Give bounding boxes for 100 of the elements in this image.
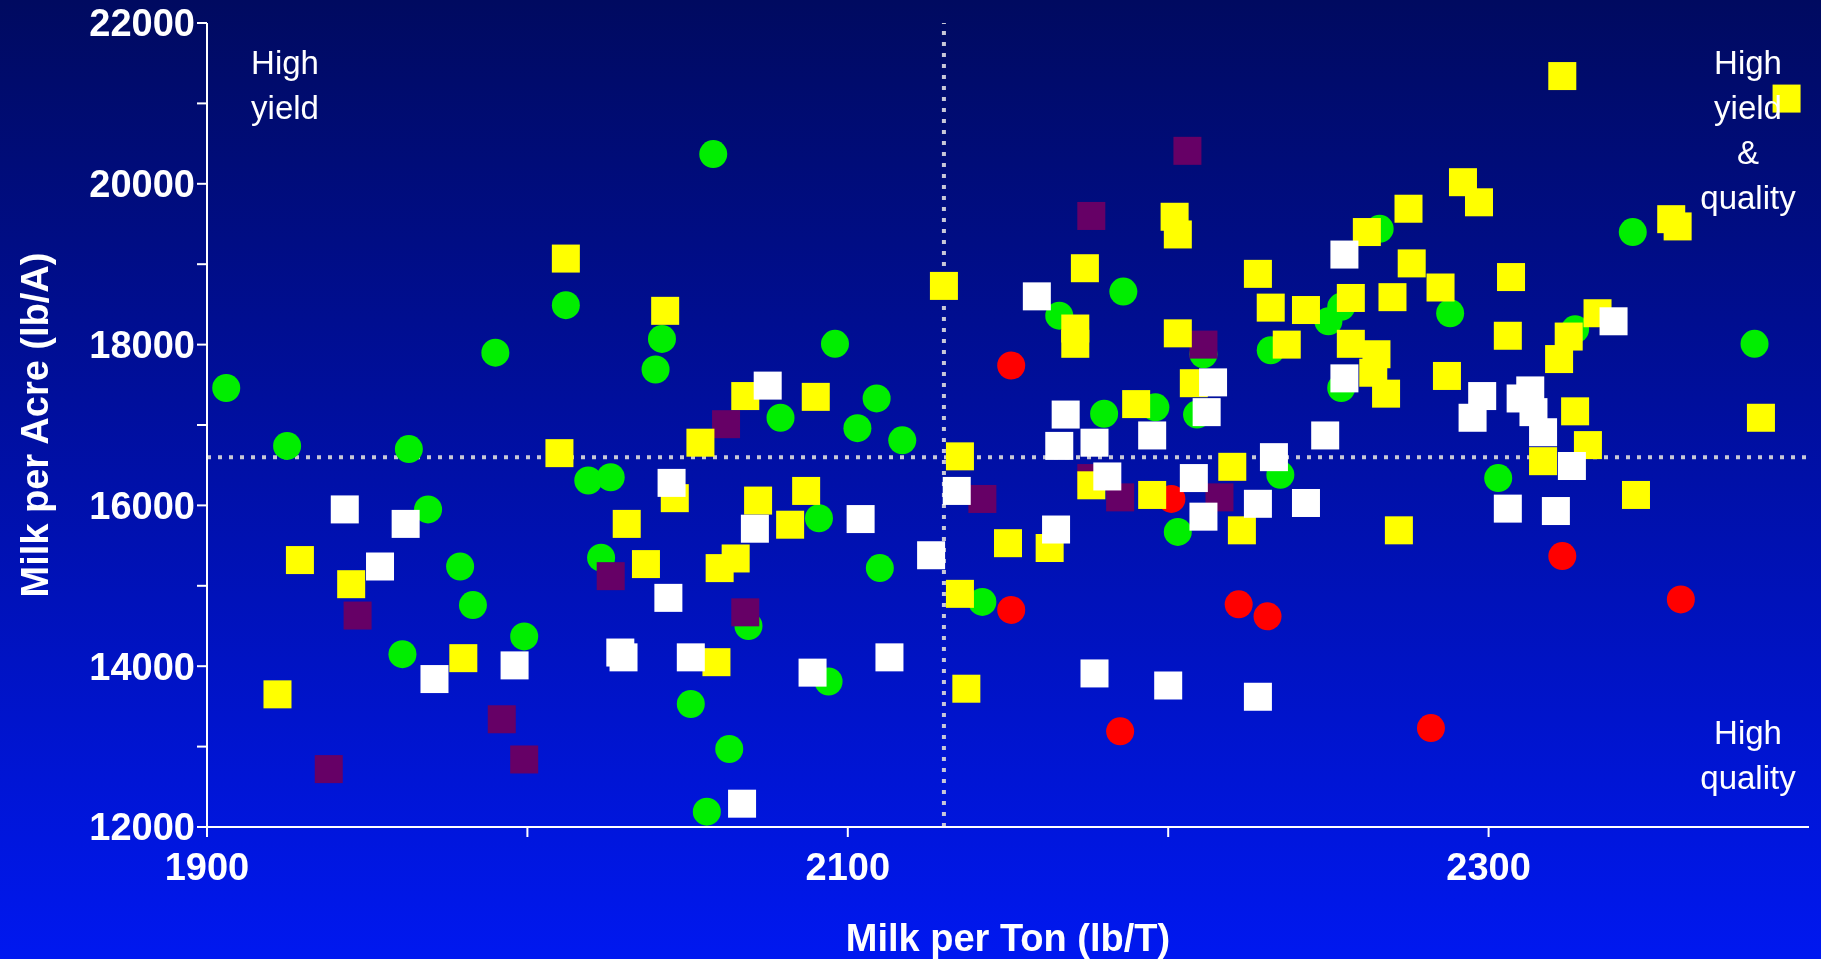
point	[391, 509, 420, 538]
point	[731, 598, 760, 627]
point	[1436, 299, 1465, 328]
point	[510, 745, 539, 774]
point	[843, 414, 872, 443]
point	[1179, 464, 1208, 493]
point	[997, 351, 1026, 380]
y-axis-title: Milk per Acre (lb/A)	[14, 252, 57, 598]
point	[551, 291, 580, 320]
y-tick-label: 22000	[89, 2, 195, 45]
point	[766, 403, 795, 432]
point	[820, 329, 849, 358]
y-tick-label: 16000	[89, 484, 195, 527]
point	[1541, 497, 1570, 526]
point	[968, 484, 997, 513]
point	[1189, 330, 1218, 359]
point	[1330, 240, 1359, 269]
point	[657, 468, 686, 497]
point	[865, 554, 894, 583]
point	[692, 797, 721, 826]
point	[420, 665, 449, 694]
point	[330, 495, 359, 524]
point	[1330, 364, 1359, 393]
point	[654, 583, 683, 612]
point	[641, 355, 670, 384]
point	[1468, 382, 1497, 411]
point	[1138, 421, 1167, 450]
x-axis-title: Milk per Ton (lb/T)	[845, 917, 1171, 959]
point	[1599, 307, 1628, 336]
point	[1493, 494, 1522, 523]
point	[1311, 421, 1340, 450]
point	[728, 789, 757, 818]
point	[1090, 399, 1119, 428]
point	[487, 705, 516, 734]
point	[1093, 462, 1122, 491]
point	[414, 495, 443, 524]
point	[446, 552, 475, 581]
annotation: High yield & quality	[1700, 43, 1796, 218]
point	[212, 374, 241, 403]
point	[574, 466, 603, 495]
point	[1080, 428, 1109, 457]
point	[1416, 714, 1445, 743]
point	[1192, 398, 1221, 427]
point	[1243, 682, 1272, 711]
point	[596, 463, 625, 492]
point	[1253, 602, 1282, 631]
point	[1106, 717, 1135, 746]
point	[917, 541, 946, 570]
point	[366, 552, 395, 581]
point	[1484, 464, 1513, 493]
x-tick-label: 2100	[805, 845, 891, 888]
point	[715, 735, 744, 764]
point	[1189, 502, 1218, 531]
point	[314, 755, 343, 784]
point	[804, 504, 833, 533]
annotation: High yield	[250, 43, 320, 128]
point	[510, 622, 539, 651]
point	[1077, 201, 1106, 230]
point	[1259, 443, 1288, 472]
point	[388, 640, 417, 669]
point	[1740, 329, 1769, 358]
annotation: High quality	[1699, 713, 1797, 798]
point	[1080, 659, 1109, 688]
point	[1291, 488, 1320, 517]
point	[500, 651, 529, 680]
point	[676, 643, 705, 672]
point	[1618, 218, 1647, 247]
point	[888, 426, 917, 455]
point	[862, 384, 891, 413]
point	[753, 371, 782, 400]
point	[596, 562, 625, 591]
point	[394, 435, 423, 464]
y-tick-label: 18000	[89, 324, 195, 367]
x-tick-label: 2300	[1446, 845, 1531, 888]
point	[846, 505, 875, 534]
y-tick-label: 14000	[89, 645, 195, 688]
point	[1154, 671, 1183, 700]
point	[1163, 517, 1192, 546]
point	[458, 591, 487, 620]
y-tick-label: 20000	[89, 163, 195, 206]
point	[875, 643, 904, 672]
point	[1051, 400, 1080, 429]
point	[942, 476, 971, 505]
point	[798, 658, 827, 687]
point	[1224, 590, 1253, 619]
point	[273, 431, 302, 460]
point	[699, 140, 728, 169]
point	[712, 410, 741, 439]
point	[647, 324, 676, 353]
point	[1109, 277, 1138, 306]
point	[997, 595, 1026, 624]
point	[1042, 515, 1071, 544]
point	[740, 514, 769, 543]
point	[676, 689, 705, 718]
point	[1045, 431, 1074, 460]
point	[1529, 418, 1558, 447]
point	[1022, 282, 1051, 311]
point	[609, 643, 638, 672]
point	[1173, 136, 1202, 165]
point	[1199, 368, 1228, 397]
